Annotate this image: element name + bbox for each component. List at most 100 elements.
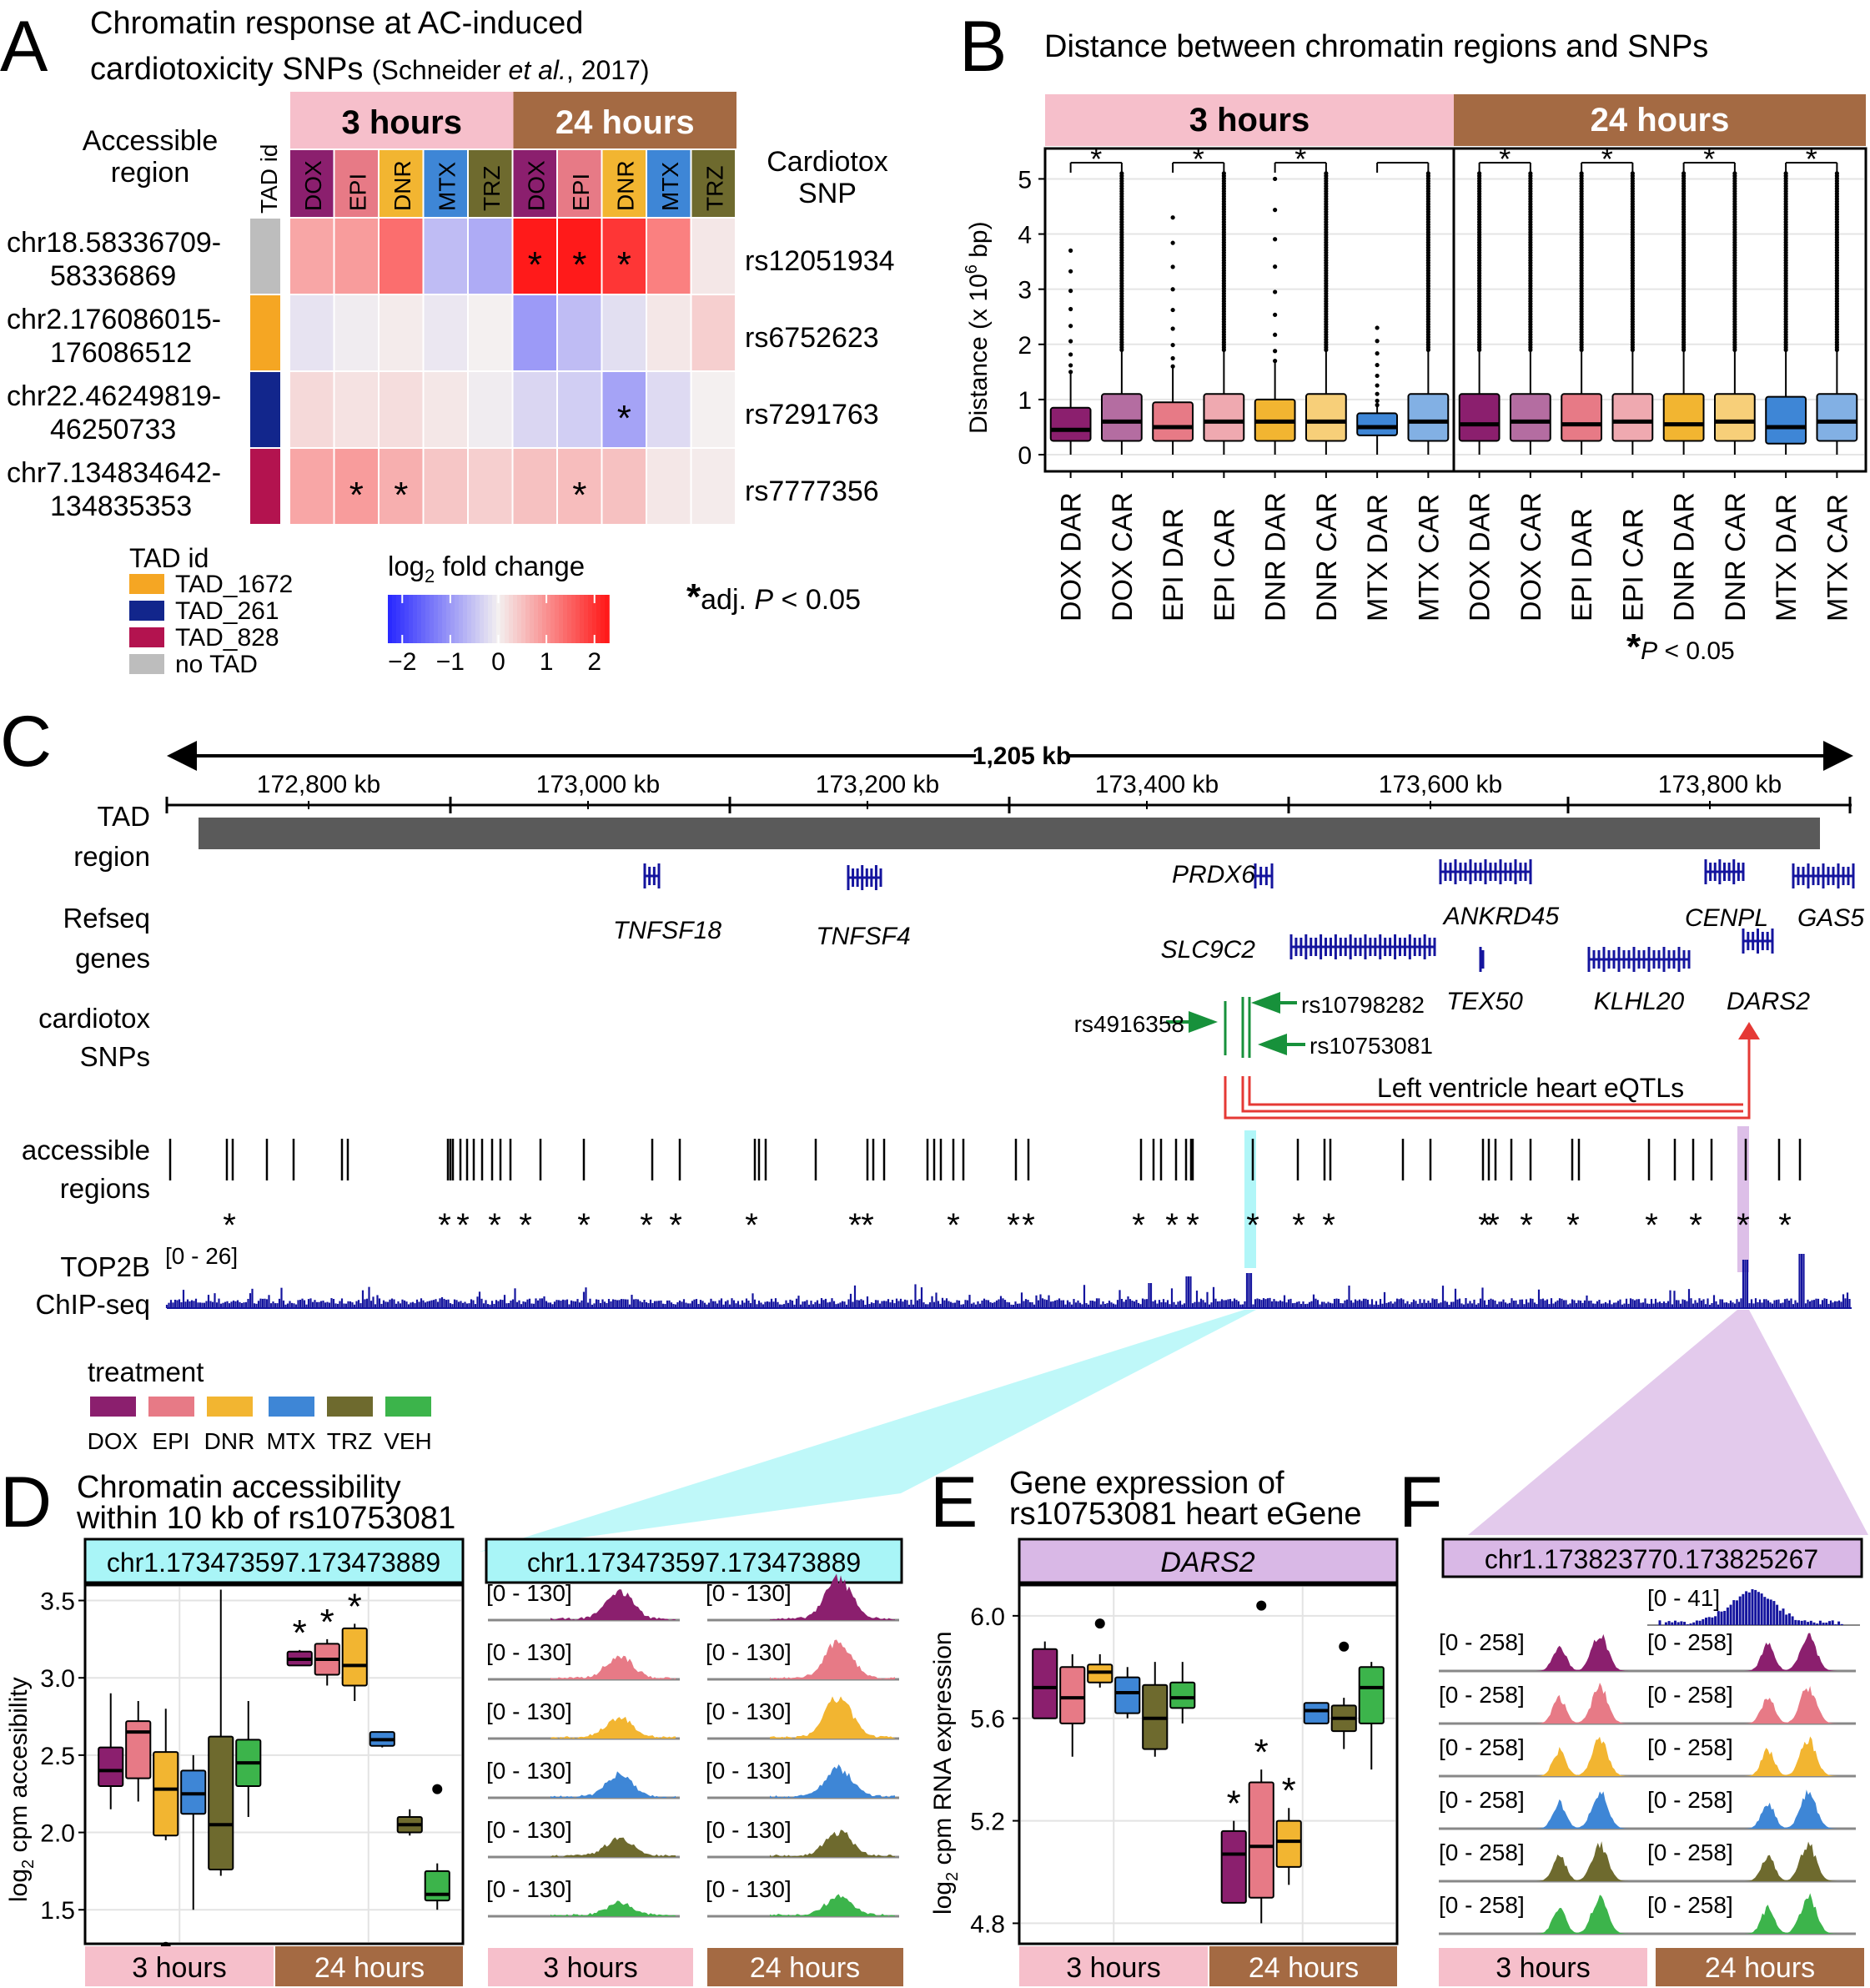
track-range: [0 - 258] xyxy=(1647,1734,1733,1760)
legend-label: EPI xyxy=(152,1428,189,1454)
drug-header-epi xyxy=(558,150,601,217)
coverage-dox xyxy=(1735,1633,1847,1671)
outlier-point xyxy=(1375,339,1380,344)
gene-model xyxy=(1439,859,1532,884)
colorbar-step xyxy=(584,595,589,643)
colorbar-step xyxy=(421,595,426,643)
outlier-point xyxy=(1339,1641,1350,1652)
exon xyxy=(1499,859,1502,884)
y-tick-label: 3.5 xyxy=(40,1588,75,1616)
colorbar-step xyxy=(484,595,489,643)
exon xyxy=(865,868,868,887)
exon xyxy=(1852,863,1855,888)
panel-letter: E xyxy=(930,1462,978,1543)
y-tick-label: 2 xyxy=(1018,332,1032,360)
box xyxy=(125,1720,152,1779)
outlier-point xyxy=(1068,289,1073,294)
drug-label: DNR xyxy=(390,160,415,211)
tad-col-header: TAD id xyxy=(256,144,282,214)
gene-label: TNFSF18 xyxy=(613,917,721,944)
exon xyxy=(1647,947,1651,972)
gene-model xyxy=(1254,863,1274,888)
track-range: [0 - 130] xyxy=(486,1580,572,1606)
heat-cell xyxy=(424,219,467,294)
exon xyxy=(1519,863,1522,881)
exon xyxy=(1667,950,1671,969)
panel-a-title: Chromatin response at AC-induced xyxy=(90,6,583,41)
exon xyxy=(1747,932,1750,950)
exon xyxy=(1723,863,1726,881)
panel-a-heatmap: Chromatin response at AC-induced cardioto… xyxy=(7,6,895,678)
eqtl-label: Left ventricle heart eQTLs xyxy=(1377,1073,1684,1103)
time-footer-24h xyxy=(707,1948,903,1986)
track-range: [0 - 258] xyxy=(1647,1682,1733,1708)
heat-cell xyxy=(602,449,646,524)
exon xyxy=(1374,938,1377,956)
exon xyxy=(1514,859,1517,884)
exon xyxy=(1369,938,1372,956)
box xyxy=(1561,393,1603,442)
outlier-point xyxy=(1094,1618,1105,1629)
time-label: 24 hours xyxy=(1591,102,1730,138)
heat-cell xyxy=(334,219,378,294)
outlier-point xyxy=(1375,398,1380,404)
axis-tick-label: 172,800 kb xyxy=(257,771,380,798)
colorbar-tick-label: 2 xyxy=(587,648,601,676)
heat-cell xyxy=(691,372,735,447)
gene-label: TEX50 xyxy=(1446,988,1523,1015)
time-footer-3h xyxy=(488,1948,693,1986)
exon xyxy=(1444,863,1447,881)
exon xyxy=(1597,950,1601,969)
panel-d-title: within 10 kb of rs10753081 xyxy=(76,1501,455,1536)
time-label: 3 hours xyxy=(342,104,462,141)
outlier-point xyxy=(1579,171,1584,176)
exon xyxy=(1792,863,1795,888)
heat-cell xyxy=(290,372,334,447)
exon xyxy=(1687,950,1691,969)
exon xyxy=(1847,867,1850,885)
coverage-epi xyxy=(770,1639,895,1679)
heat-cell xyxy=(380,295,423,370)
tad-legend-label: TAD_828 xyxy=(175,624,279,652)
coverage-dnr xyxy=(1735,1736,1847,1776)
outlier-point xyxy=(1681,171,1687,176)
y-axis-label-post: bp) xyxy=(965,221,993,264)
x-tick-label: DOX DAR xyxy=(1056,492,1088,622)
coverage-trz xyxy=(1526,1841,1639,1881)
exon xyxy=(1379,934,1382,959)
colorbar-step xyxy=(550,595,555,643)
exon xyxy=(879,868,882,887)
colorbar-step xyxy=(396,595,401,643)
exon xyxy=(1771,929,1774,954)
sig-note-post: < 0.05 xyxy=(773,584,861,616)
p-note-post: < 0.05 xyxy=(1657,637,1735,665)
region-strip-label: chr1.173823770.173825267 xyxy=(1485,1544,1818,1574)
outlier-point xyxy=(1170,326,1175,331)
box xyxy=(1100,393,1143,442)
tad-legend-title: TAD id xyxy=(129,543,209,573)
panel-letter: D xyxy=(0,1462,52,1543)
y-axis-label: log2 cpm accesibility xyxy=(5,1677,38,1902)
exon xyxy=(1709,863,1712,881)
y-axis-label-sub: 2 xyxy=(943,1872,962,1881)
colorbar-step xyxy=(538,595,543,643)
span-arrow-head xyxy=(167,741,197,771)
exon xyxy=(1524,863,1527,881)
x-tick-label: DOX DAR xyxy=(1465,492,1496,622)
heat-cell xyxy=(424,372,467,447)
coverage-dox xyxy=(770,1573,895,1620)
colorbar-step xyxy=(388,595,393,643)
box xyxy=(1114,1676,1141,1714)
exon xyxy=(1449,863,1452,881)
exon xyxy=(1822,863,1825,888)
gene-strip-label: DARS2 xyxy=(1160,1547,1254,1578)
heat-cell xyxy=(334,372,378,447)
exon xyxy=(1474,863,1477,881)
heat-cell xyxy=(647,295,691,370)
region-label: chr2.176086015- xyxy=(7,304,221,335)
time-label: 24 hours xyxy=(555,104,695,141)
sig-star: * xyxy=(617,244,631,285)
colorbar-step xyxy=(430,595,435,643)
tad-legend-swatch xyxy=(129,574,164,594)
colorbar-step xyxy=(413,595,418,643)
